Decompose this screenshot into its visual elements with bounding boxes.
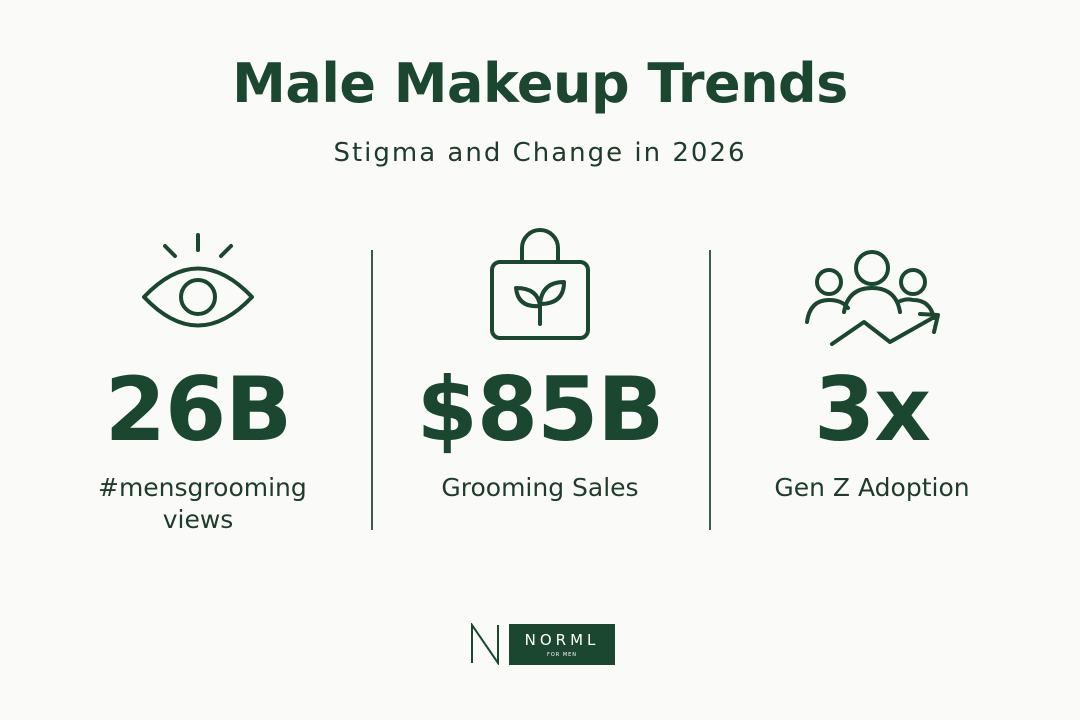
eye-icon xyxy=(142,233,254,328)
divider xyxy=(371,250,373,530)
bag-icon xyxy=(490,228,590,340)
stat-value: $85B xyxy=(416,358,665,461)
people-icon xyxy=(805,250,940,346)
stat-label: Grooming Sales xyxy=(441,473,639,502)
stat-value: 26B xyxy=(104,358,293,461)
brand: NORML xyxy=(524,631,600,649)
divider xyxy=(709,250,711,530)
stat-label: Gen Z Adoption xyxy=(774,473,970,502)
logo: NORML FOR MEN xyxy=(509,624,615,665)
subtitle: Stigma and Change in 2026 xyxy=(333,138,747,168)
tagline: FOR MEN xyxy=(546,652,578,658)
stat-value: 3x xyxy=(814,358,931,461)
logo-mark xyxy=(471,623,499,665)
stat-label: #mensgrooming views xyxy=(98,473,307,534)
title: Male Makeup Trends xyxy=(232,52,848,115)
